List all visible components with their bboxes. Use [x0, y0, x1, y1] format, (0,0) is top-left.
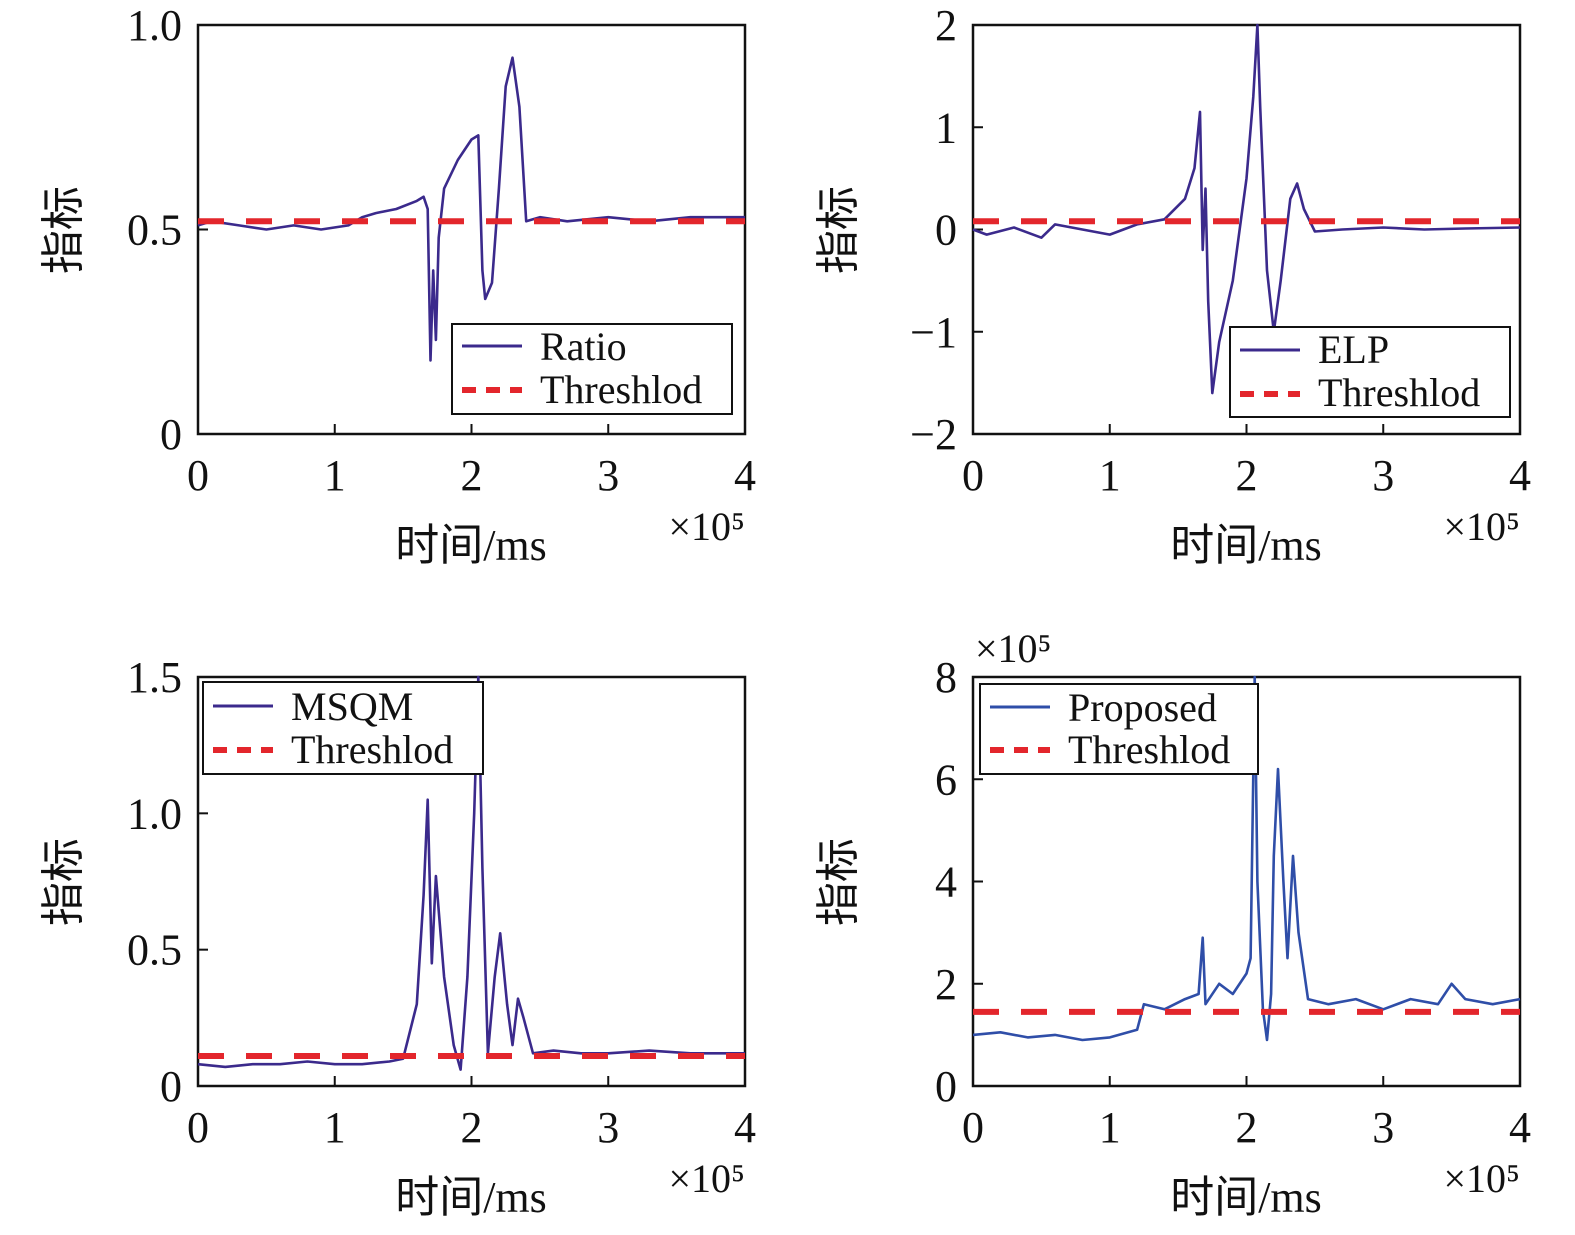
tick-marks [197, 24, 746, 435]
x-tick-label: 2 [1236, 1103, 1258, 1152]
x-scale-label: ×10⁵ [668, 1156, 745, 1201]
y-tick-label: 0 [160, 1062, 182, 1111]
x-axis-label: 时间/ms [1170, 521, 1322, 570]
legend-label-proposed: Proposed [1068, 685, 1217, 730]
legend-label-elp: ELP [1318, 327, 1389, 372]
x-tick-label: 0 [187, 451, 209, 500]
y-tick-labels: 0 0.5 1.0 1.5 [127, 653, 182, 1111]
legend: Proposed Threshlod [979, 683, 1259, 775]
series-layer [197, 675, 745, 1071]
legend-box [979, 683, 1259, 775]
legend-label-ratio: Ratio [540, 324, 627, 369]
x-tick-label: 1 [324, 1103, 346, 1152]
x-scale-label: ×10⁵ [1443, 1156, 1520, 1201]
y-tick-label: 0.5 [127, 926, 182, 975]
legend-box [1229, 326, 1511, 418]
x-tick-label: 3 [597, 451, 619, 500]
tick-marks [197, 676, 746, 1087]
x-axis-label: 时间/ms [395, 521, 547, 570]
x-tick-label: 2 [461, 1103, 483, 1152]
y-tick-label: 6 [935, 755, 957, 804]
y-tick-label: −2 [910, 410, 957, 459]
legend-label-msqm: MSQM [291, 684, 413, 729]
y-tick-label: 1.0 [127, 789, 182, 838]
x-tick-labels: 0 1 2 3 4 [187, 1103, 756, 1152]
y-tick-label: 8 [935, 653, 957, 702]
msqm-chart-panel: 0 0.5 1.0 1.5 0 1 2 3 4 时间/ms 指标 ×10⁵ MSQM Thre… [39, 653, 756, 1222]
x-tick-labels: 0 1 2 3 4 [187, 451, 756, 500]
y-axis-label: 指标 [814, 186, 863, 274]
x-tick-labels: 0 1 2 3 4 [962, 1103, 1531, 1152]
x-tick-label: 0 [187, 1103, 209, 1152]
x-tick-label: 1 [1099, 1103, 1121, 1152]
x-tick-label: 3 [1372, 1103, 1394, 1152]
x-tick-label: 2 [1236, 451, 1258, 500]
elp-chart-panel: −2 −1 0 1 2 0 1 2 3 4 时间/ms 指标 ×10⁵ ELP Threshlo… [814, 1, 1531, 570]
legend-label-threshold: Threshlod [291, 727, 453, 772]
x-tick-label: 2 [461, 451, 483, 500]
legend: ELP Threshlod [1229, 326, 1511, 418]
y-tick-label: 1.0 [127, 1, 182, 50]
y-tick-label: 0.5 [127, 206, 182, 255]
legend-label-threshold: Threshlod [1318, 370, 1480, 415]
y-tick-label: 0 [935, 1062, 957, 1111]
legend-label-threshold: Threshlod [1068, 727, 1230, 772]
y-tick-label: 4 [935, 858, 957, 907]
y-tick-label: 1 [935, 103, 957, 152]
x-axis-label: 时间/ms [1170, 1173, 1322, 1222]
x-tick-label: 4 [734, 451, 756, 500]
x-tick-labels: 0 1 2 3 4 [962, 451, 1531, 500]
x-axis-label: 时间/ms [395, 1173, 547, 1222]
legend-label-threshold: Threshlod [540, 367, 702, 412]
y-axis-label: 指标 [814, 838, 863, 926]
x-tick-label: 4 [1509, 1103, 1531, 1152]
series-line-ratio [197, 56, 745, 362]
tick-marks [972, 676, 1521, 1087]
y-tick-labels: 0 0.5 1.0 [127, 1, 182, 459]
x-tick-label: 1 [324, 451, 346, 500]
y-tick-label: 2 [935, 1, 957, 50]
series-line-proposed [972, 675, 1521, 1042]
y-tick-label: 1.5 [127, 653, 182, 702]
series-line-msqm [197, 675, 745, 1071]
y-axis-label: 指标 [39, 838, 88, 926]
legend: MSQM Threshlod [202, 681, 484, 775]
x-tick-label: 0 [962, 1103, 984, 1152]
series-layer [972, 23, 1521, 395]
y-tick-label: 0 [160, 410, 182, 459]
x-tick-label: 3 [597, 1103, 619, 1152]
proposed-chart-panel: 0 2 4 6 8 0 1 2 3 4 时间/ms 指标 ×10⁵ ×10⁵ Proposed … [814, 626, 1531, 1222]
y-tick-labels: 0 2 4 6 8 [935, 653, 957, 1111]
ratio-chart-panel: 0 0.5 1.0 0 1 2 3 4 时间/ms 指标 ×10⁵ Ratio Thresh… [39, 1, 756, 570]
y-axis-label: 指标 [39, 186, 88, 274]
y-tick-labels: −2 −1 0 1 2 [910, 1, 957, 459]
legend: Ratio Threshlod [451, 323, 733, 415]
y-tick-label: −1 [910, 308, 957, 357]
x-scale-label: ×10⁵ [1443, 504, 1520, 549]
y-scale-label: ×10⁵ [975, 626, 1052, 671]
series-layer [197, 56, 745, 362]
y-tick-label: 0 [935, 206, 957, 255]
legend-box [451, 323, 733, 415]
x-tick-label: 3 [1372, 451, 1394, 500]
x-tick-label: 1 [1099, 451, 1121, 500]
series-layer [972, 675, 1521, 1042]
x-tick-label: 4 [1509, 451, 1531, 500]
x-scale-label: ×10⁵ [668, 504, 745, 549]
x-tick-label: 0 [962, 451, 984, 500]
x-tick-label: 4 [734, 1103, 756, 1152]
legend-box [202, 681, 484, 775]
y-tick-label: 2 [935, 960, 957, 1009]
